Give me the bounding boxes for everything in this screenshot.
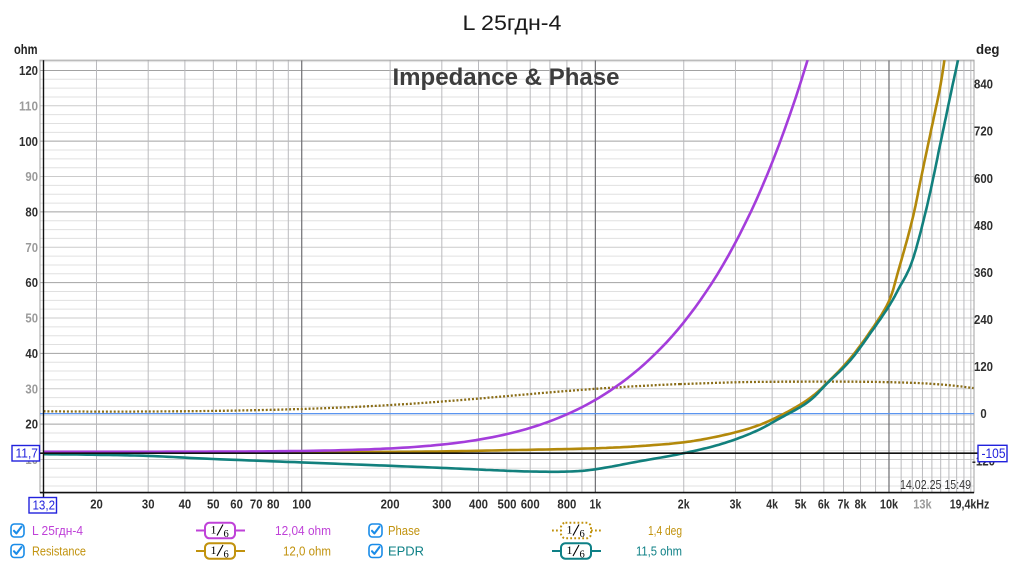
svg-text:Resistance: Resistance [32, 544, 86, 559]
svg-text:30: 30 [25, 381, 38, 396]
svg-text:360: 360 [974, 265, 993, 280]
svg-text:6: 6 [580, 529, 585, 540]
svg-text:10k: 10k [880, 497, 899, 512]
svg-text:3k: 3k [730, 497, 742, 512]
svg-text:840: 840 [974, 77, 993, 92]
svg-text:90: 90 [25, 169, 38, 184]
svg-text:1: 1 [567, 543, 573, 557]
svg-text:14.02.25 15:49: 14.02.25 15:49 [900, 478, 971, 492]
svg-text:240: 240 [974, 312, 993, 327]
svg-text:Phase: Phase [388, 523, 420, 538]
svg-text:EPDR: EPDR [388, 544, 424, 559]
svg-text:11,5 ohm: 11,5 ohm [636, 544, 682, 559]
svg-text:50: 50 [207, 497, 220, 512]
svg-text:L 25гдн-4: L 25гдн-4 [463, 12, 562, 35]
svg-text:1: 1 [567, 523, 573, 537]
svg-text:2k: 2k [678, 497, 690, 512]
svg-text:300: 300 [432, 497, 451, 512]
svg-text:1: 1 [211, 523, 217, 537]
svg-text:50: 50 [25, 311, 38, 326]
svg-text:8k: 8k [855, 497, 867, 512]
svg-text:12,0 ohm: 12,0 ohm [283, 544, 331, 559]
svg-text:120: 120 [19, 63, 38, 78]
svg-text:5k: 5k [795, 497, 807, 512]
svg-text:deg: deg [976, 41, 1000, 57]
svg-text:11,7: 11,7 [16, 446, 39, 461]
svg-text:720: 720 [974, 124, 993, 139]
svg-text:13k: 13k [913, 497, 932, 512]
svg-text:60: 60 [230, 497, 243, 512]
svg-text:40: 40 [179, 497, 192, 512]
svg-text:1: 1 [211, 543, 217, 557]
svg-text:800: 800 [557, 497, 576, 512]
svg-text:100: 100 [19, 134, 38, 149]
svg-text:L 25гдн-4: L 25гдн-4 [32, 523, 83, 538]
svg-text:100: 100 [292, 497, 311, 512]
svg-text:1,4 deg: 1,4 deg [648, 523, 682, 538]
svg-text:500: 500 [498, 497, 517, 512]
svg-text:60: 60 [25, 275, 38, 290]
svg-text:40: 40 [25, 346, 38, 361]
svg-text:600: 600 [974, 171, 993, 186]
svg-text:480: 480 [974, 218, 993, 233]
svg-text:20: 20 [90, 497, 103, 512]
svg-text:ohm: ohm [14, 41, 38, 57]
svg-text:80: 80 [267, 497, 280, 512]
svg-text:13,2: 13,2 [33, 498, 56, 513]
svg-text:30: 30 [142, 497, 155, 512]
svg-text:80: 80 [25, 205, 38, 220]
svg-text:6: 6 [224, 529, 229, 540]
svg-text:600: 600 [521, 497, 540, 512]
svg-text:12,04 ohm: 12,04 ohm [275, 523, 331, 538]
svg-text:200: 200 [381, 497, 400, 512]
svg-text:4k: 4k [766, 497, 778, 512]
svg-text:110: 110 [19, 98, 38, 113]
svg-text:-105: -105 [982, 446, 1006, 461]
svg-text:400: 400 [469, 497, 488, 512]
svg-text:6: 6 [580, 550, 585, 561]
svg-text:70: 70 [25, 240, 38, 255]
svg-text:7k: 7k [838, 497, 850, 512]
svg-text:6: 6 [224, 550, 229, 561]
svg-text:Impedance & Phase: Impedance & Phase [393, 64, 620, 91]
svg-text:19,4kHz: 19,4kHz [950, 497, 990, 512]
svg-text:70: 70 [250, 497, 263, 512]
svg-text:0: 0 [980, 406, 986, 421]
svg-text:6k: 6k [818, 497, 830, 512]
svg-text:20: 20 [25, 417, 38, 432]
svg-text:120: 120 [974, 359, 993, 374]
svg-text:1k: 1k [590, 497, 602, 512]
